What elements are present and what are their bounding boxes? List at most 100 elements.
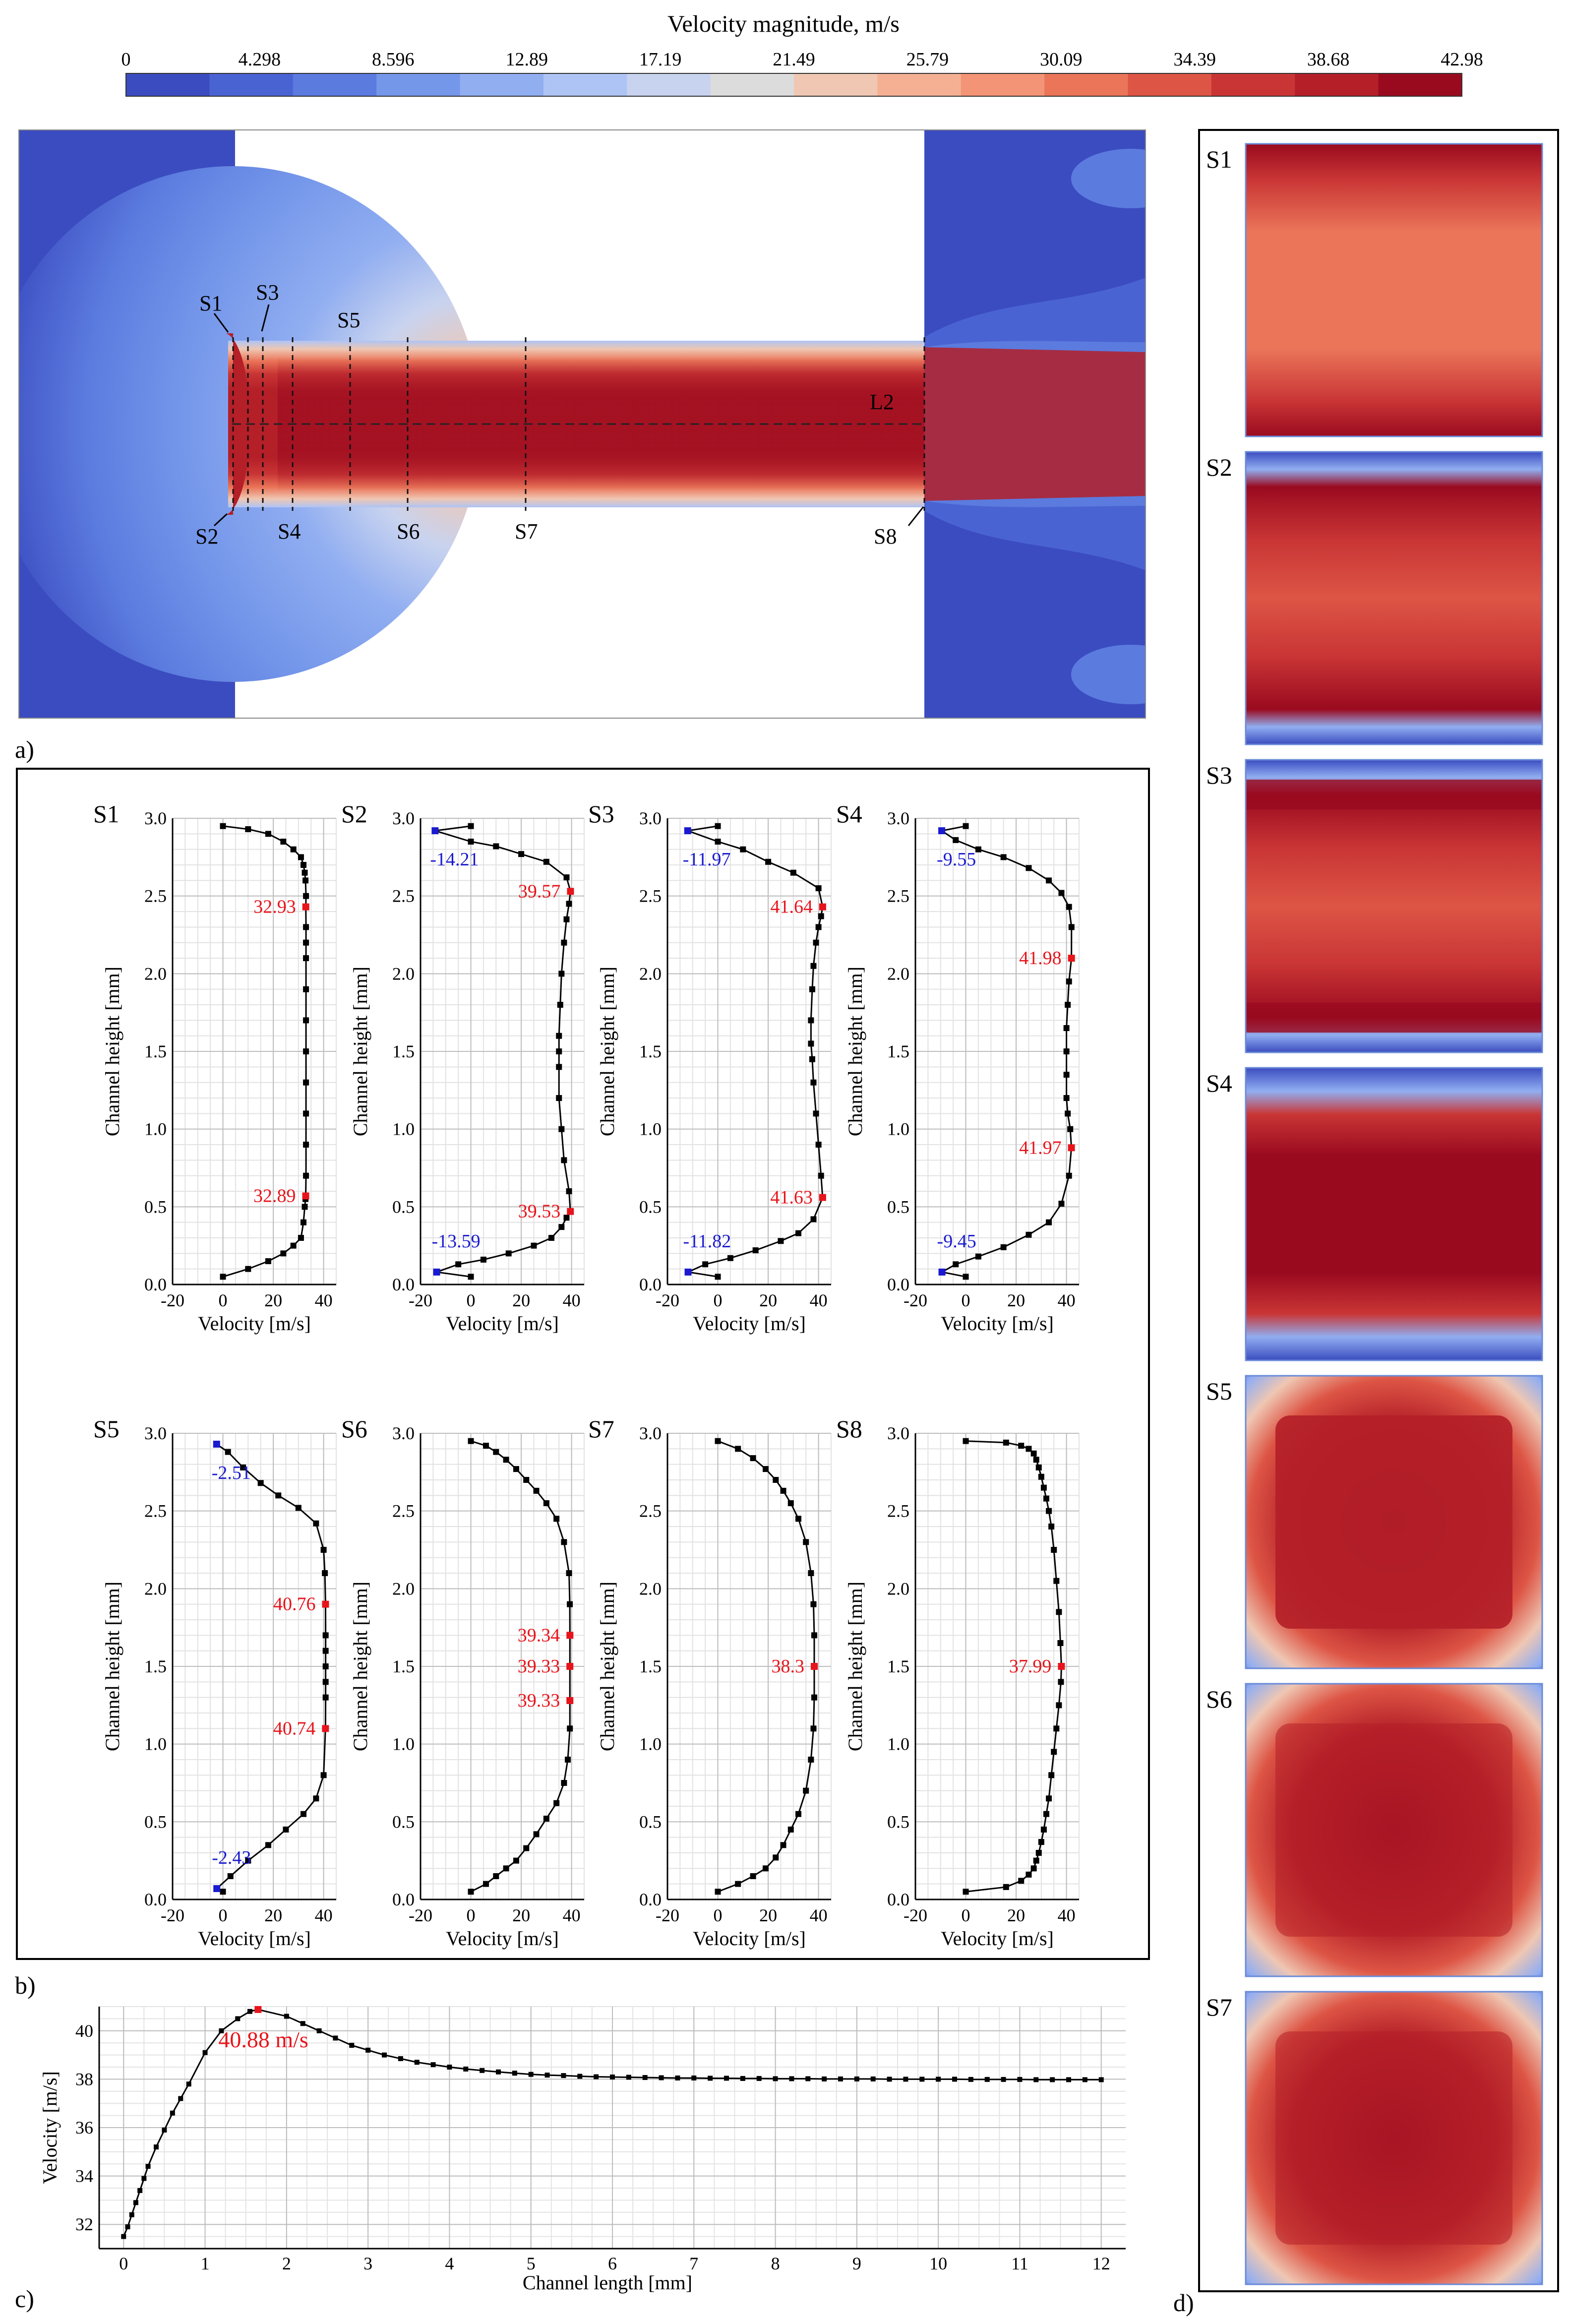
colorbar-swatch <box>1044 73 1128 96</box>
profile-point <box>808 1040 814 1047</box>
data-label: 41.97 <box>1019 1137 1062 1158</box>
y-tick-label: 0.5 <box>144 1812 167 1832</box>
profile-point <box>1038 1473 1044 1480</box>
cross-section-map <box>1246 1068 1542 1360</box>
y-tick-label: 3.0 <box>144 1423 167 1443</box>
y-tick-label: 0.0 <box>639 1275 662 1294</box>
x-tick-label: 0 <box>714 1905 723 1925</box>
series-point <box>610 2075 615 2080</box>
data-label: -13.59 <box>432 1231 481 1252</box>
profile-point <box>813 939 819 946</box>
profile-point <box>780 1487 786 1494</box>
profile-point <box>557 1002 563 1008</box>
highlight-point <box>213 1885 221 1893</box>
profile-point <box>290 1242 297 1249</box>
profile-point <box>563 916 570 922</box>
y-tick-label: 2.5 <box>639 1501 662 1521</box>
series-point <box>1017 2077 1023 2082</box>
series-point <box>145 2164 151 2169</box>
profile-point <box>565 1757 571 1763</box>
profile-point <box>513 1466 519 1472</box>
y-tick-label: 2.5 <box>392 886 415 906</box>
profile-point <box>468 839 474 845</box>
colorbar-swatch <box>961 73 1045 96</box>
profile-point <box>953 837 959 843</box>
profile-point <box>303 986 309 992</box>
outlet-corner-top <box>1071 149 1146 208</box>
profile-point <box>483 1881 489 1887</box>
profile-point <box>1063 1072 1070 1078</box>
profile-point <box>543 1500 549 1506</box>
profile-point <box>468 1274 474 1280</box>
series-point <box>133 2200 138 2205</box>
x-tick-label: 20 <box>1007 1290 1025 1310</box>
x-tick-label: 10 <box>929 2254 947 2273</box>
y-axis-label: Channel height [mm] <box>844 967 866 1136</box>
data-label: -2.51 <box>212 1463 251 1483</box>
profile-point <box>815 924 822 930</box>
series-point <box>740 2076 745 2081</box>
series-point <box>675 2075 680 2080</box>
profile-point <box>220 1889 226 1895</box>
series-point <box>1082 2077 1087 2082</box>
profile-point <box>1018 1443 1025 1449</box>
x-tick-label: 6 <box>608 2254 617 2273</box>
colorbar-tick-label: 42.98 <box>1441 49 1483 70</box>
profile-point <box>303 1079 309 1086</box>
profile-point <box>523 1477 530 1483</box>
profile-point <box>763 1466 769 1472</box>
cross-section-label: S5 <box>1206 1377 1232 1405</box>
series-point <box>141 2176 147 2181</box>
peak-label: 40.88 m/s <box>218 2027 308 2052</box>
y-tick-label: 1.5 <box>887 1656 909 1676</box>
profile-point <box>301 862 306 868</box>
cross-section-band <box>1246 780 1542 809</box>
profile-point <box>303 893 309 899</box>
profile-point <box>301 1219 306 1225</box>
colorbar-swatch <box>1128 73 1212 96</box>
profile-point <box>780 1842 786 1848</box>
profile-point <box>808 1570 814 1576</box>
profile-point <box>313 1520 319 1527</box>
y-tick-label: 3.0 <box>144 808 167 828</box>
series-point <box>903 2077 908 2082</box>
y-tick-label: 3.0 <box>639 808 662 828</box>
profile-point <box>1026 1446 1032 1452</box>
profile-point <box>566 901 572 907</box>
profile-point <box>1000 854 1007 860</box>
profile-point <box>303 955 309 961</box>
profile-point <box>531 1242 537 1249</box>
velocity-contour-panel: S1 S3 S5 L2 S2 S4 S6 S7 S8 a) <box>15 129 1146 763</box>
data-label: 39.57 <box>518 881 561 902</box>
profile-point <box>1043 1811 1049 1817</box>
profile-point <box>503 1457 509 1463</box>
y-tick-label: 0.0 <box>639 1890 662 1909</box>
y-axis-label: Channel height [mm] <box>596 1582 618 1751</box>
y-axis-label: Channel height [mm] <box>101 967 123 1136</box>
colorbar-tick-label: 34.39 <box>1173 49 1216 70</box>
profile-chart-S1: -20 0 20 40 0.0 0.5 1.0 1.5 2.0 2.5 3.0 Velocity [m… <box>93 800 337 1335</box>
x-axis-label: Velocity [m/s] <box>446 1312 559 1335</box>
profile-point <box>1030 1865 1037 1872</box>
profile-point <box>1063 1095 1070 1101</box>
y-tick-label: 0.0 <box>392 1275 415 1294</box>
highlight-point <box>684 1268 692 1276</box>
cross-section-border <box>1245 759 1543 1053</box>
highlight-point <box>566 1632 574 1639</box>
profile-point <box>298 854 304 860</box>
colorbar-title: Velocity magnitude, m/s <box>667 11 900 37</box>
highlight-point <box>566 1697 574 1704</box>
profile-point <box>561 1157 567 1163</box>
y-tick-label: 2.0 <box>392 964 415 983</box>
profile-point <box>1018 1878 1025 1884</box>
cross-section-S6: S6 <box>1206 1683 1543 1977</box>
profile-point <box>505 1250 512 1257</box>
profile-point <box>810 1725 817 1732</box>
profile-point <box>808 1757 814 1763</box>
y-tick-label: 3.0 <box>392 808 415 828</box>
highlight-point <box>431 827 439 835</box>
colorbar-ticks: 0 4.298 8.596 12.89 17.19 21.49 25.79 30.09 34.3… <box>121 49 1483 70</box>
profile-point <box>493 843 499 850</box>
label-S3: S3 <box>256 280 279 305</box>
